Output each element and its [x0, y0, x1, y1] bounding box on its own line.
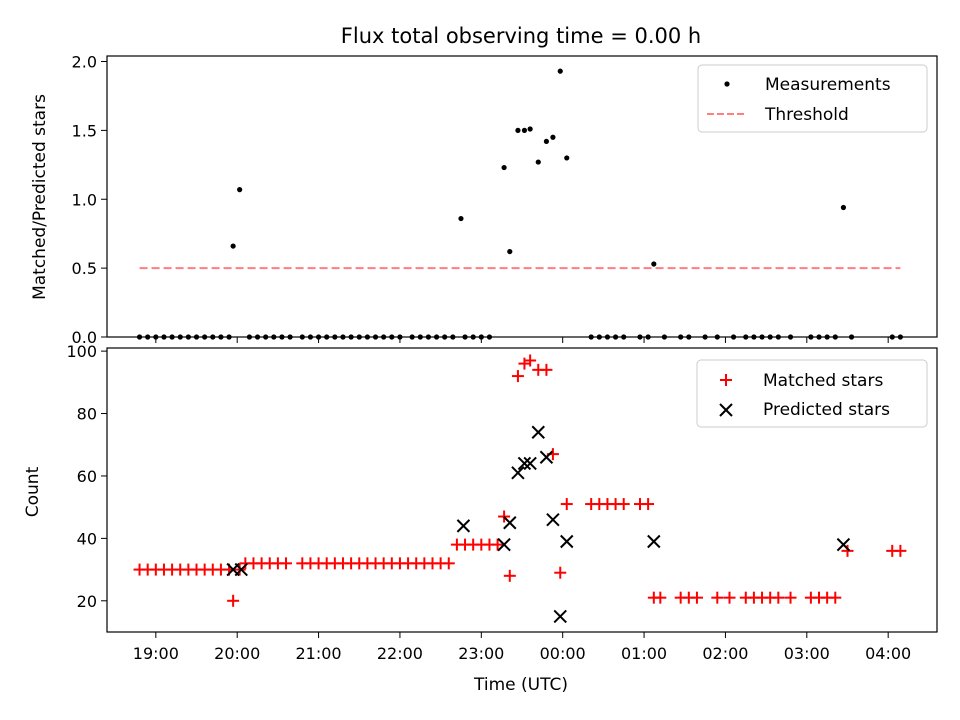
legend-marker-predicted-stars	[719, 403, 733, 417]
measurement-point	[535, 159, 541, 165]
bottom-y-tick-label: 80	[77, 405, 97, 424]
predicted-star-point	[647, 534, 661, 549]
measurement-point	[651, 261, 657, 267]
measurement-point	[564, 155, 570, 161]
top-y-tick-label: 2.0	[72, 53, 97, 72]
top-y-axis-label: Matched/Predicted stars	[30, 94, 50, 300]
x-tick-label: 22:00	[377, 644, 423, 663]
bottom-y-axis-label: Count	[23, 466, 43, 517]
bottom-y-axis: 20 40 60 80 100	[66, 342, 107, 611]
top-y-tick-label: 0.5	[72, 259, 97, 278]
matched-star-point	[511, 370, 524, 383]
matched-star-point	[554, 566, 567, 579]
matched-star-point	[524, 354, 537, 367]
matched-star-point	[642, 498, 655, 511]
matched-star-point	[560, 498, 573, 511]
x-tick-label: 00:00	[540, 644, 586, 663]
predicted-star-point	[553, 609, 567, 624]
top-legend: Measurements Threshold	[697, 64, 928, 133]
top-x-axis-ticks	[155, 337, 889, 343]
predicted-star-point	[517, 456, 532, 471]
matched-star-point	[442, 557, 455, 570]
measurement-point	[237, 187, 243, 193]
legend-label-measurements: Measurements	[765, 75, 891, 95]
bottom-plot-area	[133, 354, 907, 624]
matched-star-point	[772, 591, 785, 604]
legend-label-threshold: Threshold	[764, 105, 849, 125]
legend-marker-matched-stars	[720, 374, 732, 386]
predicted-star-point	[836, 537, 851, 552]
legend-label-predicted-stars: Predicted stars	[763, 400, 890, 420]
measurement-point	[515, 127, 521, 133]
top-plot-area	[136, 68, 903, 340]
top-y-tick-label: 0.0	[72, 328, 97, 347]
predicted-star-point	[511, 466, 525, 480]
measurement-point	[230, 243, 236, 249]
matched-star-point	[690, 591, 703, 604]
matched-star-point	[503, 569, 516, 582]
measurement-point	[527, 126, 533, 132]
measurement-point	[557, 68, 563, 74]
measurement-point	[501, 164, 507, 171]
legend-label-matched-stars: Matched stars	[763, 371, 883, 391]
predicted-star-point	[503, 516, 517, 530]
measurement-point	[521, 127, 528, 133]
predicted-star-point	[560, 534, 574, 549]
predicted-star-point	[497, 537, 511, 552]
x-tick-label: 21:00	[296, 644, 342, 663]
top-y-tick-label: 1.0	[72, 190, 97, 209]
matched-star-point	[233, 563, 246, 576]
measurement-point	[550, 134, 556, 140]
measurement-point	[507, 248, 513, 255]
matched-star-point	[617, 498, 630, 511]
predicted-star-point	[523, 456, 537, 471]
predicted-star-point	[546, 512, 560, 527]
bottom-y-tick-label: 100	[66, 342, 97, 361]
measurement-point	[458, 215, 464, 222]
matched-star-point	[227, 594, 240, 607]
bottom-y-tick-label: 40	[77, 529, 97, 548]
top-legend-box	[697, 64, 928, 133]
legend-marker-measurements	[724, 81, 730, 87]
x-tick-label: 04:00	[865, 644, 911, 663]
bottom-x-axis: 19:00 20:00 21:00 22:00 23:00 00:00 01:00 02:00…	[133, 632, 911, 663]
x-tick-label: 02:00	[702, 644, 748, 663]
matched-star-point	[280, 557, 293, 570]
matched-star-point	[540, 363, 553, 376]
chart-title: Flux total observing time = 0.00 h	[341, 24, 701, 48]
matched-star-point	[491, 538, 504, 551]
x-tick-label: 19:00	[133, 644, 179, 663]
matched-star-point	[654, 591, 667, 604]
bottom-legend-box	[696, 359, 928, 428]
predicted-star-point	[539, 450, 554, 464]
measurement-point	[840, 204, 847, 211]
top-axes-frame	[106, 55, 938, 338]
predicted-star-point	[456, 519, 471, 533]
x-tick-label: 23:00	[458, 644, 504, 663]
bottom-y-tick-label: 20	[77, 592, 97, 611]
matched-star-point	[894, 544, 907, 557]
predicted-star-point	[234, 562, 248, 577]
top-y-tick-label: 1.5	[72, 121, 97, 140]
matched-star-point	[841, 544, 854, 557]
x-tick-label: 20:00	[214, 644, 260, 663]
predicted-star-point	[531, 425, 545, 439]
x-axis-label: Time (UTC)	[473, 675, 568, 695]
matched-star-point	[784, 591, 797, 604]
matched-star-point	[829, 591, 842, 604]
top-y-axis: 0.0 0.5 1.0 1.5 2.0	[72, 53, 107, 347]
bottom-y-tick-label: 60	[77, 467, 97, 486]
measurement-point	[543, 138, 550, 145]
matched-star-point	[723, 591, 736, 604]
bottom-legend: Matched stars Predicted stars	[696, 359, 928, 428]
matched-star-point	[711, 591, 724, 604]
bottom-axes-frame	[106, 347, 938, 633]
x-tick-label: 03:00	[784, 644, 830, 663]
x-tick-label: 01:00	[621, 644, 667, 663]
